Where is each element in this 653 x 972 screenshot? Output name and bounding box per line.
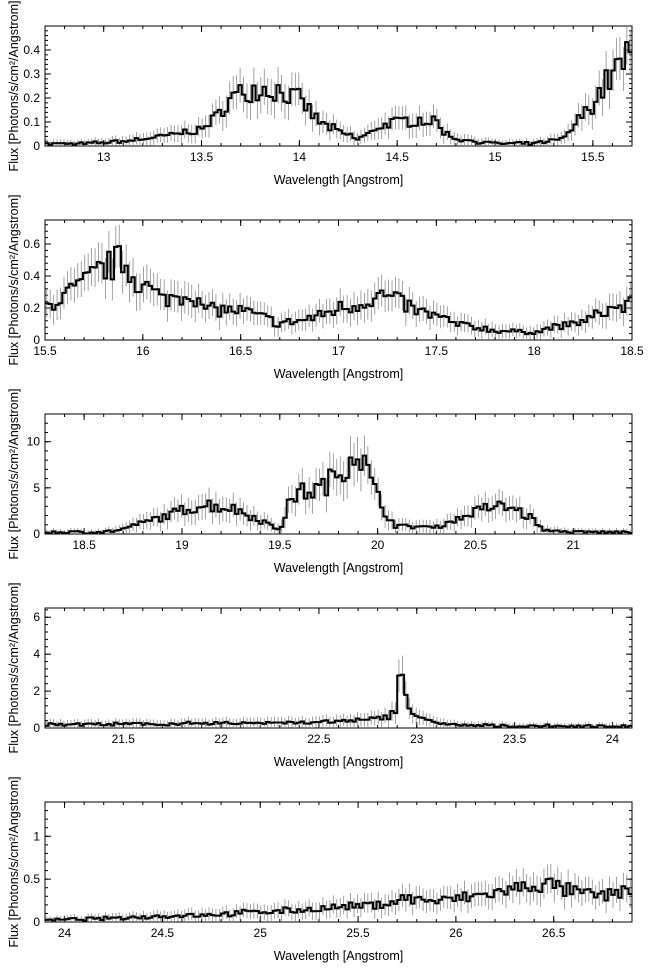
spectrum-line (45, 673, 632, 729)
y-tick-label: 6 (33, 610, 40, 624)
x-tick-label: 14 (293, 150, 307, 164)
x-tick-label: 24 (58, 926, 72, 940)
spectrum-panel-2: 15.5 16 16.5 17 17.5 18 18.5 0 0.2 0.4 0.6 Waveleng… (7, 195, 644, 381)
plot-frame (44, 413, 633, 535)
x-tick-label: 16 (136, 344, 150, 358)
x-tick-label: 26 (449, 926, 463, 940)
y-tick-label: 1 (33, 829, 40, 843)
error-bars (46, 863, 631, 922)
y-tick-label: 0.5 (23, 872, 40, 886)
y-tick-label: 4 (33, 647, 40, 661)
y-tick-label: 0.4 (23, 269, 40, 283)
x-tick-label: 21 (567, 538, 581, 552)
x-tick-label: 15.5 (581, 150, 605, 164)
x-tick-label: 15.5 (33, 344, 57, 358)
x-tick-label: 23 (410, 732, 424, 746)
y-tick-label: 0.2 (23, 301, 40, 315)
x-tick-label: 23.5 (503, 732, 527, 746)
x-tick-label: 18 (527, 344, 541, 358)
x-tick-label: 22.5 (307, 732, 331, 746)
error-bars (46, 655, 631, 728)
x-axis-label: Wavelength [Angstrom] (274, 173, 403, 187)
spectrum-panel-1: 13 13.5 14 14.5 15 15.5 0 0.1 0.2 0.3 0.4 Wavelengt… (7, 1, 633, 187)
x-tick-label: 14.5 (386, 150, 410, 164)
y-tick-label: 5 (33, 481, 40, 495)
x-tick-label: 15 (488, 150, 502, 164)
x-axis-label: Wavelength [Angstrom] (274, 755, 403, 769)
y-tick-label: 0.6 (23, 237, 40, 251)
y-tick-label: 0 (33, 527, 40, 541)
x-tick-label: 13 (97, 150, 111, 164)
x-tick-label: 25 (254, 926, 268, 940)
y-tick-label: 0 (33, 915, 40, 929)
x-axis-label: Wavelength [Angstrom] (274, 949, 403, 963)
error-bars (46, 435, 631, 534)
x-tick-label: 13.5 (190, 150, 214, 164)
y-axis-label: Flux [Photons/s/cm²/Angstrom] (7, 389, 21, 560)
x-tick-label: 19.5 (268, 538, 292, 552)
spectrum-panel-5: 24 24.5 25 25.5 26 26.5 0 0.5 1 Wavelength [Angst… (7, 777, 633, 963)
y-tick-label: 0.4 (23, 43, 40, 57)
x-tick-label: 17 (332, 344, 346, 358)
x-tick-label: 16.5 (229, 344, 253, 358)
x-axis-label: Wavelength [Angstrom] (274, 561, 403, 575)
x-tick-label: 24.5 (151, 926, 175, 940)
y-tick-label: 0.1 (23, 115, 40, 129)
x-axis-label: Wavelength [Angstrom] (274, 367, 403, 381)
y-axis-label: Flux [Photons/s/cm²/Angstrom] (7, 1, 21, 172)
y-axis-label: Flux [Photons/s/cm²/Angstrom] (7, 195, 21, 366)
y-tick-label: 10 (27, 435, 41, 449)
y-tick-label: 0 (33, 333, 40, 347)
x-tick-label: 19 (175, 538, 189, 552)
x-tick-label: 20.5 (464, 538, 488, 552)
spectrum-line (45, 454, 632, 535)
y-tick-label: 0.2 (23, 91, 40, 105)
plot-frame (44, 607, 633, 729)
x-tick-label: 21.5 (112, 732, 136, 746)
spectrum-line (45, 877, 632, 922)
y-axis-label: Flux [Photons/s/cm²/Angstrom] (7, 777, 21, 948)
y-tick-label: 0 (33, 139, 40, 153)
x-tick-label: 26.5 (542, 926, 566, 940)
x-tick-label: 24 (606, 732, 620, 746)
x-tick-label: 25.5 (346, 926, 370, 940)
plot-frame (44, 801, 633, 923)
x-tick-label: 18.5 (620, 344, 644, 358)
x-tick-label: 22 (214, 732, 228, 746)
x-tick-label: 20 (371, 538, 385, 552)
y-tick-label: 2 (33, 684, 40, 698)
spectrum-line (45, 245, 632, 336)
y-tick-label: 0.3 (23, 67, 40, 81)
x-tick-label: 17.5 (425, 344, 449, 358)
spectrum-panel-3: 18.5 19 19.5 20 20.5 21 0 5 10 Wavelength [Angstr… (7, 389, 633, 575)
spectrum-line (45, 41, 632, 146)
x-tick-label: 18.5 (72, 538, 96, 552)
y-tick-label: 0 (33, 721, 40, 735)
y-axis-label: Flux [Photons/s/cm²/Angstrom] (7, 583, 21, 754)
